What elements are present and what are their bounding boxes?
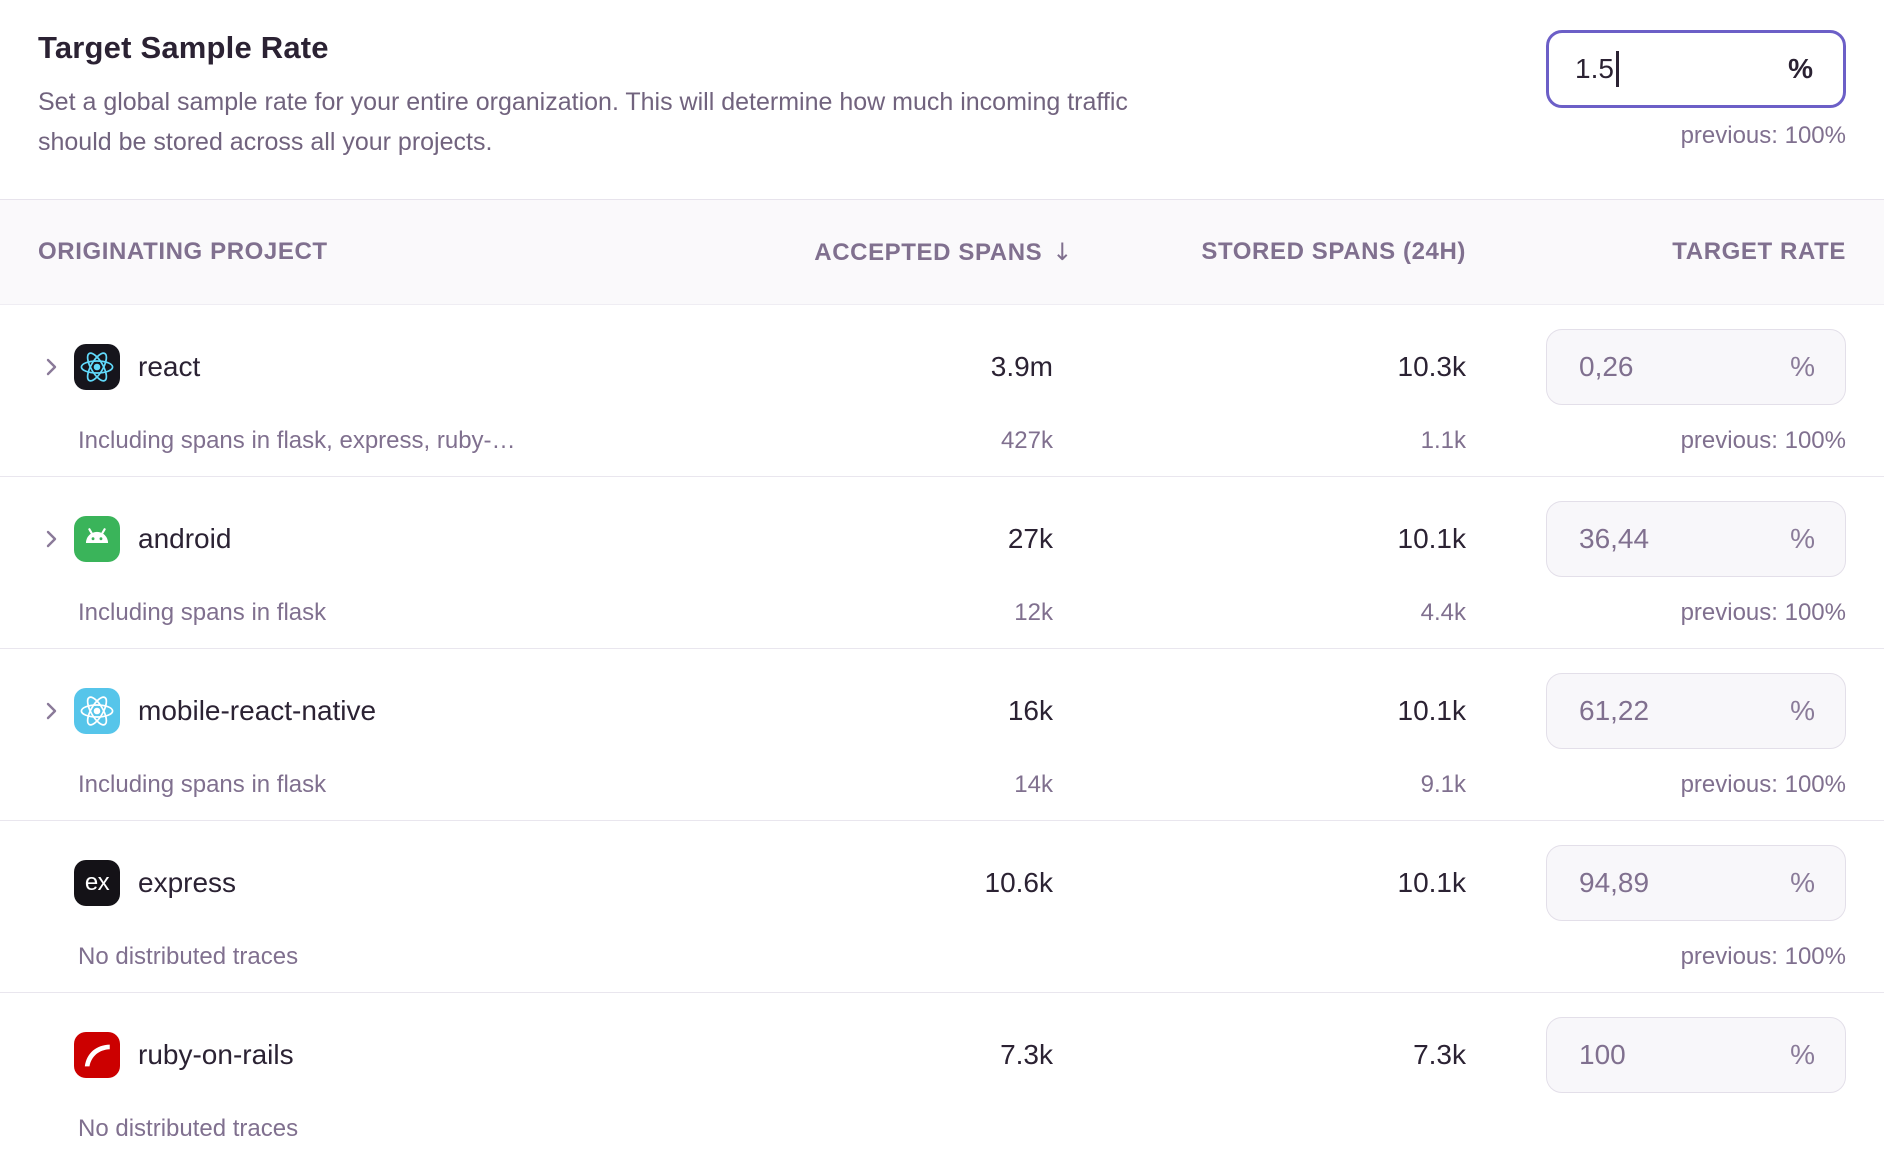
panel-header: Target Sample Rate Set a global sample r… [0,0,1884,162]
stored-spans-value: 10.1k [1397,867,1467,898]
column-header-originating-project: Originating Project [38,238,328,265]
stored-spans-value: 7.3k [1413,1039,1466,1070]
target-rate-value: 100 [1579,1039,1626,1070]
target-rate-input[interactable]: 100 % [1546,1017,1846,1093]
project-cell: android [38,516,813,562]
distributed-traces-note: Including spans in flask [78,599,327,626]
percent-unit: % [1788,53,1813,84]
percent-unit: % [1790,695,1815,726]
description-line: should be stored across all your project… [38,128,493,156]
project-cell: mobile-react-native [38,688,813,734]
projects-table: Originating Project Accepted Spans ↓ Stor… [0,199,1884,1160]
previous-rate-label: previous: 100% [1680,599,1846,626]
accepted-spans-value: 10.6k [984,867,1054,898]
expand-chevron-icon[interactable] [38,354,64,380]
column-header-target-rate: Target Rate [1672,238,1846,265]
project-row-react: react 3.9m 10.3k 0,26 % Including spans … [0,305,1884,477]
sub-stored-spans-value: 4.4k [1420,599,1466,626]
project-cell: ruby-on-rails [38,1032,813,1078]
accepted-spans-value: 27k [1007,523,1053,554]
column-header-label: Accepted Spans [814,238,1043,266]
stored-spans-value: 10.1k [1397,695,1467,726]
expand-chevron-icon[interactable] [38,526,64,552]
sub-accepted-spans-value: 14k [1014,771,1053,798]
accepted-spans-value: 3.9m [990,351,1053,382]
sort-descending-icon: ↓ [1052,237,1073,266]
project-row-express: ex express 10.6k 10.1k 94,89 % No distri… [0,821,1884,993]
project-cell: react [38,344,813,390]
sub-accepted-spans-value: 427k [1000,427,1053,454]
accepted-spans-value: 7.3k [1000,1039,1053,1070]
project-row-mobile-react-native: mobile-react-native 16k 10.1k 61,22 % In… [0,649,1884,821]
global-sample-rate-value: 1.5 [1575,53,1614,84]
express-platform-icon: ex [74,860,120,906]
previous-rate-label: previous: 100% [1680,943,1846,970]
sub-stored-spans-value: 9.1k [1420,771,1466,798]
expand-chevron-icon[interactable] [38,698,64,724]
target-rate-input[interactable]: 94,89 % [1546,845,1846,921]
project-row-android: android 27k 10.1k 36,44 % Including span… [0,477,1884,649]
table-header-row: Originating Project Accepted Spans ↓ Stor… [0,199,1884,305]
target-rate-value: 61,22 [1579,695,1650,726]
percent-unit: % [1790,867,1815,898]
project-name: ruby-on-rails [138,1039,294,1070]
text-caret [1615,51,1619,87]
distributed-traces-note: Including spans in flask, express, ruby-… [78,427,516,454]
target-rate-input[interactable]: 0,26 % [1546,329,1846,405]
project-name: express [138,867,237,898]
distributed-traces-note: Including spans in flask [78,771,327,798]
previous-rate-label: previous: 100% [1680,122,1846,149]
project-name: mobile-react-native [138,695,377,726]
stored-spans-value: 10.3k [1397,351,1467,382]
ruby-on-rails-platform-icon [74,1032,120,1078]
sub-stored-spans-value: 1.1k [1420,427,1466,454]
percent-unit: % [1790,1039,1815,1070]
target-rate-input[interactable]: 36,44 % [1546,501,1846,577]
react-platform-icon [74,344,120,390]
target-rate-value: 0,26 [1579,351,1634,382]
distributed-traces-note: No distributed traces [78,1115,299,1142]
global-sample-rate-input[interactable]: 1.5 % [1546,30,1846,108]
react-native-platform-icon [74,688,120,734]
header-text: Target Sample Rate Set a global sample r… [38,30,1128,162]
sub-accepted-spans-value: 12k [1014,599,1053,626]
project-name: react [138,351,201,382]
stored-spans-value: 10.1k [1397,523,1467,554]
description-line: Set a global sample rate for your entire… [38,88,1128,116]
target-rate-value: 36,44 [1579,523,1650,554]
project-row-ruby-on-rails: ruby-on-rails 7.3k 7.3k 100 % No distrib… [0,993,1884,1160]
percent-unit: % [1790,351,1815,382]
target-rate-value: 94,89 [1579,867,1650,898]
column-header-stored-spans: Stored Spans (24h) [1201,238,1466,265]
android-platform-icon [74,516,120,562]
accepted-spans-value: 16k [1007,695,1053,726]
page-title: Target Sample Rate [38,30,329,65]
previous-rate-label: previous: 100% [1680,771,1846,798]
project-name: android [138,523,232,554]
global-rate-column: 1.5 % previous: 100% [1546,30,1846,150]
distributed-traces-note: No distributed traces [78,943,299,970]
percent-unit: % [1790,523,1815,554]
project-cell: ex express [38,860,813,906]
page-description: Set a global sample rate for your entire… [38,82,1128,162]
target-rate-input[interactable]: 61,22 % [1546,673,1846,749]
previous-rate-label: previous: 100% [1680,427,1846,454]
column-header-accepted-spans[interactable]: Accepted Spans ↓ [813,238,1073,267]
